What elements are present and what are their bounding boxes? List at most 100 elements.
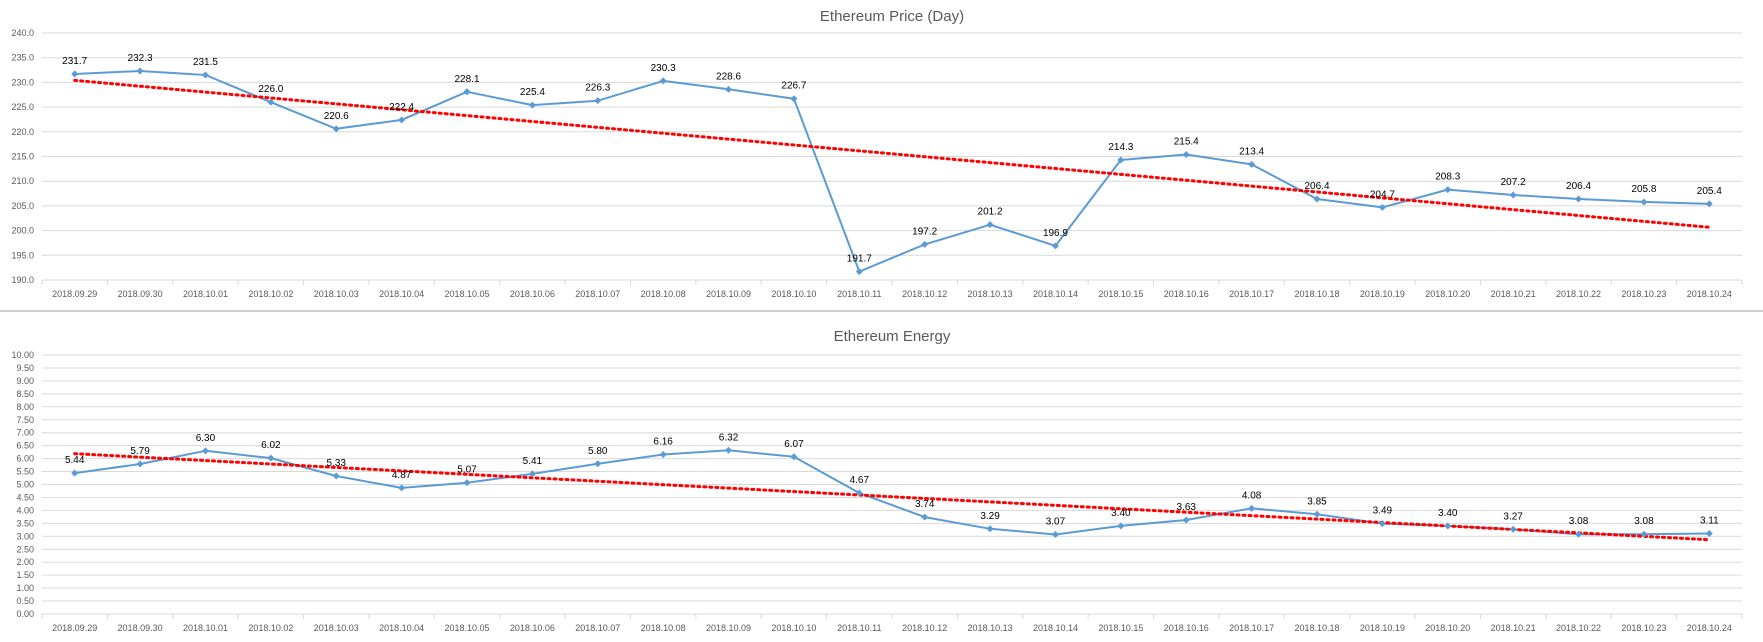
data-point-marker [1705, 200, 1713, 208]
x-tick-label: 2018.10.04 [379, 623, 424, 633]
data-point-marker [1117, 522, 1125, 530]
data-label: 6.02 [261, 440, 281, 451]
data-label: 6.16 [653, 436, 673, 447]
data-label: 4.67 [850, 475, 870, 486]
data-label: 226.3 [585, 83, 610, 94]
data-point-marker [1378, 520, 1386, 528]
x-tick-label: 2018.10.13 [968, 623, 1013, 633]
data-label: 3.07 [1046, 516, 1066, 527]
data-point-marker [1378, 203, 1386, 211]
y-tick-label: 1.00 [16, 583, 34, 593]
y-tick-label: 1.50 [16, 570, 34, 580]
x-tick-label: 2018.10.01 [183, 623, 228, 633]
data-label: 5.07 [457, 465, 477, 476]
x-tick-label: 2018.10.06 [510, 289, 555, 299]
y-tick-label: 210.0 [11, 176, 34, 186]
x-tick-label: 2018.10.06 [510, 623, 555, 633]
data-point-marker [1117, 156, 1125, 164]
data-point-marker [1509, 525, 1517, 533]
y-tick-label: 230.0 [11, 77, 34, 87]
data-point-marker [1313, 195, 1321, 203]
y-tick-label: 8.00 [16, 402, 34, 412]
ethereum-energy-chart: Ethereum Energy 0.00 0.50 1.00 1.50 2.00 2.50 3… [0, 312, 1763, 637]
data-label: 231.5 [193, 57, 218, 68]
data-label: 225.4 [520, 87, 545, 98]
x-tick-label: 2018.10.24 [1687, 623, 1732, 633]
chart-title: Ethereum Energy [834, 328, 951, 345]
data-point-marker [1444, 522, 1452, 530]
data-label: 213.4 [1239, 146, 1264, 157]
x-tick-label: 2018.10.13 [968, 289, 1013, 299]
x-tick-label: 2018.10.23 [1621, 623, 1666, 633]
data-label: 5.80 [588, 446, 608, 457]
data-label: 3.08 [1634, 516, 1654, 527]
x-tick-label: 2018.10.04 [379, 289, 424, 299]
y-tick-label: 9.50 [16, 363, 34, 373]
y-tick-label: 235.0 [11, 53, 34, 63]
x-tick-label: 2018.10.02 [248, 623, 293, 633]
data-point-marker [1248, 160, 1256, 168]
y-tick-label: 200.0 [11, 226, 34, 236]
data-label: 6.07 [784, 439, 804, 450]
data-label: 228.6 [716, 71, 741, 82]
data-point-marker [528, 101, 536, 109]
x-tick-label: 2018.10.07 [575, 623, 620, 633]
data-label: 3.74 [915, 499, 935, 510]
y-tick-label: 2.50 [16, 544, 34, 554]
y-tick-label: 225.0 [11, 102, 34, 112]
data-label: 205.4 [1697, 186, 1722, 197]
x-tick-label: 2018.10.20 [1425, 289, 1470, 299]
x-tick-label: 2018.10.16 [1164, 289, 1209, 299]
y-tick-label: 5.50 [16, 467, 34, 477]
data-point-marker [1705, 529, 1713, 537]
data-label: 196.9 [1043, 228, 1068, 239]
y-tick-label: 9.00 [16, 376, 34, 386]
data-point-marker [463, 479, 471, 487]
data-label: 5.41 [523, 456, 543, 467]
y-tick-label: 220.0 [11, 127, 34, 137]
data-label: 3.11 [1700, 515, 1719, 526]
x-tick-label: 2018.10.20 [1425, 623, 1470, 633]
x-tick-label: 2018.10.22 [1556, 623, 1601, 633]
x-tick-label: 2018.09.29 [52, 289, 97, 299]
trendline [73, 452, 1711, 542]
y-tick-label: 10.00 [11, 350, 34, 360]
x-tick-label: 2018.10.17 [1229, 289, 1274, 299]
y-tick-label: 6.50 [16, 441, 34, 451]
data-point-marker [594, 97, 602, 105]
trendline [73, 78, 1711, 229]
data-point-marker [332, 125, 340, 133]
x-tick-label: 2018.10.07 [575, 289, 620, 299]
x-tick-label: 2018.09.29 [52, 623, 97, 633]
data-label: 6.32 [719, 432, 739, 443]
data-label: 191.7 [847, 254, 872, 265]
data-point-marker [332, 472, 340, 480]
data-label: 230.3 [651, 63, 676, 74]
data-label: 3.63 [1176, 502, 1196, 513]
data-label: 215.4 [1174, 137, 1199, 148]
x-tick-label: 2018.10.17 [1229, 623, 1274, 633]
data-label: 197.2 [912, 226, 937, 237]
data-label: 4.08 [1242, 490, 1262, 501]
data-point-marker [136, 67, 144, 75]
data-point-marker [1640, 198, 1648, 206]
data-label: 206.4 [1304, 181, 1329, 192]
data-label: 3.49 [1373, 506, 1393, 517]
data-label: 5.33 [326, 458, 346, 469]
x-tick-label: 2018.10.05 [444, 289, 489, 299]
data-point-marker [725, 85, 733, 93]
x-tick-label: 2018.10.01 [183, 289, 228, 299]
data-label: 226.7 [781, 81, 806, 92]
data-point-marker [528, 470, 536, 478]
y-tick-label: 195.0 [11, 250, 34, 260]
data-label: 208.3 [1435, 172, 1460, 183]
data-point-marker [594, 460, 602, 468]
data-label: 232.3 [128, 53, 153, 64]
data-point-marker [1051, 242, 1059, 250]
x-tick-label: 2018.10.24 [1687, 289, 1732, 299]
data-point-marker [71, 70, 79, 78]
data-label: 205.8 [1631, 184, 1656, 195]
data-point-marker [71, 469, 79, 477]
x-tick-label: 2018.10.12 [902, 623, 947, 633]
data-point-marker [398, 116, 406, 124]
